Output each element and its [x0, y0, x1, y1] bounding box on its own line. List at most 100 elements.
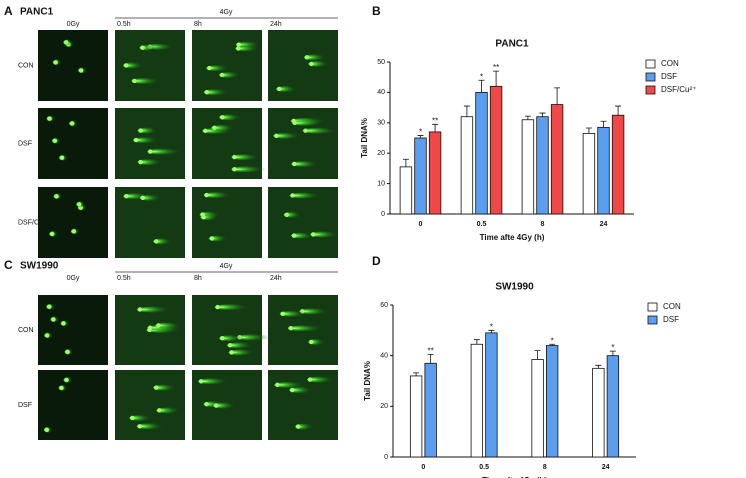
error-bar — [600, 120, 607, 128]
comet — [302, 127, 338, 134]
comet — [155, 322, 182, 329]
comet — [153, 238, 173, 245]
comet — [219, 335, 244, 342]
comet — [211, 124, 236, 131]
comet-image — [38, 30, 108, 101]
comet-head — [140, 45, 145, 50]
comet-head — [133, 137, 139, 143]
legend-label: DSF/Cu²⁺ — [661, 85, 696, 94]
comet — [273, 132, 301, 139]
comet-head — [61, 321, 66, 326]
comet — [156, 407, 181, 414]
comet — [310, 231, 339, 238]
comet-head — [303, 128, 308, 133]
significance: * — [419, 128, 422, 137]
comet-head — [307, 377, 313, 382]
y-tick-label: 40 — [377, 89, 385, 96]
error-bar — [463, 105, 470, 117]
chart-title: SW1990 — [495, 282, 534, 293]
x-tick-label: 0 — [419, 221, 423, 228]
comet-image — [115, 108, 185, 179]
bar — [536, 116, 549, 215]
comet-head — [291, 233, 297, 238]
comet-head — [138, 128, 143, 133]
comet — [291, 232, 314, 239]
error-bar — [417, 135, 424, 138]
comet — [276, 85, 297, 92]
legend-swatch — [645, 85, 656, 95]
comet-head — [207, 65, 212, 71]
y-tick-label: 10 — [377, 180, 385, 187]
comet-head — [53, 60, 58, 65]
comet-head — [212, 125, 217, 131]
bar — [470, 343, 484, 458]
panel-letter: B — [372, 4, 381, 18]
significance: ** — [432, 116, 438, 125]
error-bar — [478, 79, 485, 93]
x-tick-label: 24 — [602, 464, 610, 471]
comet — [231, 166, 266, 173]
comet-head — [215, 304, 220, 310]
comet-head — [51, 317, 56, 322]
error-bar — [534, 350, 541, 360]
bar — [531, 359, 544, 458]
comet-head — [304, 55, 310, 60]
significance: ** — [428, 347, 434, 356]
comet-head — [59, 385, 64, 391]
comet — [279, 310, 307, 317]
comet — [139, 194, 162, 201]
comet-head — [229, 350, 234, 355]
comet-head — [71, 229, 77, 234]
comet — [307, 376, 334, 383]
comet-head — [204, 192, 209, 198]
comet-head — [203, 128, 208, 134]
comet-head — [124, 193, 129, 199]
column-label: 24h — [270, 21, 282, 28]
y-tick-label: 0 — [381, 211, 385, 218]
comet — [136, 423, 165, 430]
comet-head — [147, 325, 153, 330]
error-bar — [549, 343, 556, 346]
comet-head — [148, 149, 153, 154]
comet — [308, 60, 330, 67]
comet — [203, 89, 229, 96]
comet-head — [288, 326, 293, 331]
comet — [303, 54, 327, 61]
error-bar — [413, 372, 420, 376]
comet-head — [52, 138, 58, 143]
bar — [597, 126, 610, 215]
comet — [137, 159, 163, 166]
comet-head — [138, 159, 143, 165]
comet — [208, 235, 228, 242]
row-label: DSF — [18, 402, 32, 409]
comet-head — [280, 311, 285, 317]
comet-head — [232, 154, 237, 160]
comet-image — [192, 30, 262, 101]
comet-head — [209, 236, 215, 241]
error-bar — [609, 350, 616, 356]
comet — [291, 160, 320, 167]
panel-letter: C — [4, 258, 13, 272]
x-tick-label: 0 — [421, 464, 425, 471]
bar — [592, 367, 605, 458]
comet — [198, 378, 229, 385]
x-axis-label: Time afte 4Gy (h) — [482, 476, 547, 478]
error-bar — [427, 354, 434, 364]
group-label: 4Gy — [220, 9, 233, 16]
comet — [291, 119, 324, 126]
comet-head — [47, 304, 52, 309]
significance: ** — [493, 63, 499, 72]
comet — [236, 334, 270, 341]
column-label: 24h — [270, 275, 282, 282]
error-bar — [402, 158, 409, 167]
y-axis-label: Tail DNA% — [360, 118, 369, 158]
bar — [424, 362, 437, 458]
comet-head — [154, 385, 159, 390]
comet-head — [276, 86, 282, 92]
comet — [137, 127, 159, 134]
comet-head — [232, 167, 237, 172]
comet-head — [137, 424, 142, 429]
row-label: DSF — [18, 140, 32, 147]
comet-head — [236, 46, 241, 51]
bar — [428, 131, 442, 215]
